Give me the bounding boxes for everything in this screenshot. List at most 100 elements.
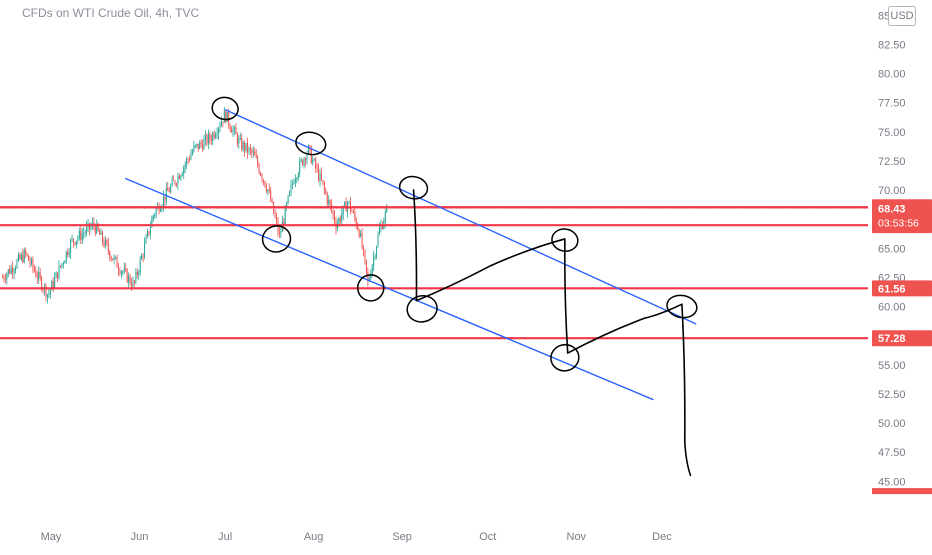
candle-body — [97, 223, 99, 231]
annotation-circle — [295, 131, 327, 156]
candle-body — [68, 252, 70, 255]
candle-body — [110, 258, 112, 259]
candle-body — [199, 142, 201, 149]
candle-body — [274, 213, 276, 218]
candle-body — [223, 110, 225, 123]
candle-body — [193, 145, 195, 152]
candle-body — [180, 175, 182, 179]
candle-body — [64, 261, 66, 264]
candle-body — [323, 182, 325, 190]
candle-body — [39, 272, 41, 278]
candle-body — [142, 255, 144, 257]
candle-body — [286, 203, 288, 207]
candle-body — [10, 267, 12, 274]
candle-body — [70, 240, 72, 253]
candle-body — [135, 272, 137, 283]
candle-body — [352, 212, 354, 213]
projection-drawing — [412, 189, 692, 477]
candle-body — [248, 147, 250, 153]
candle-body — [35, 270, 37, 277]
y-tick-label: 50.00 — [878, 418, 906, 430]
candle-body — [123, 268, 125, 272]
candle-body — [164, 196, 166, 201]
candle-body — [133, 280, 135, 283]
candle-body — [181, 173, 183, 176]
candle-body — [203, 139, 205, 150]
y-tick-label: 80.00 — [878, 69, 906, 81]
candle-body — [48, 293, 50, 295]
candle-body — [361, 232, 363, 248]
candle-body — [306, 153, 308, 161]
candle-body — [307, 145, 309, 154]
candle-body — [349, 201, 351, 211]
candle-body — [215, 135, 217, 138]
candle-body — [377, 234, 379, 247]
y-tick-label: 82.50 — [878, 39, 906, 51]
candle-body — [276, 217, 278, 222]
candle-body — [204, 135, 206, 140]
candle-body — [178, 175, 180, 179]
candle-body — [255, 155, 257, 158]
candle-body — [160, 209, 162, 212]
x-tick-label: Oct — [479, 531, 496, 543]
candle-body — [81, 233, 83, 240]
candle-body — [29, 260, 31, 264]
candle-body — [131, 283, 133, 287]
candle-body — [312, 160, 314, 164]
candle-body — [9, 269, 11, 274]
candle-body — [155, 208, 157, 215]
candle-body — [38, 272, 40, 279]
candle-body — [32, 259, 34, 268]
candle-body — [262, 179, 264, 182]
candle-body — [102, 231, 104, 242]
candle-body — [99, 230, 101, 235]
y-tick-label: 47.50 — [878, 447, 906, 459]
candle-body — [30, 259, 32, 264]
countdown-label: 03:53:56 — [878, 217, 919, 229]
candle-body — [152, 215, 154, 219]
candle-body — [336, 224, 338, 229]
candle-body — [86, 226, 88, 233]
candle-body — [151, 218, 153, 228]
candle-body — [94, 225, 96, 234]
candle-body — [341, 214, 343, 222]
x-tick-label: Sep — [392, 531, 412, 543]
candle-body — [296, 178, 298, 180]
candle-body — [190, 154, 192, 160]
candle-body — [371, 265, 373, 276]
candle-body — [26, 253, 28, 256]
annotation-circle — [666, 294, 698, 319]
y-tick-label: 55.00 — [878, 360, 906, 372]
candle-body — [28, 255, 30, 261]
candle-body — [294, 179, 296, 184]
candle-body — [268, 189, 270, 191]
candle-body — [49, 290, 51, 294]
annotation-circle — [211, 96, 239, 121]
candle-body — [125, 268, 127, 270]
candle-body — [363, 247, 365, 251]
candle-body — [247, 143, 249, 153]
candle-body — [267, 189, 269, 192]
candle-body — [220, 121, 222, 127]
candle-body — [289, 191, 291, 196]
chart-title: CFDs on WTI Crude Oil, 4h, TVC — [22, 6, 200, 20]
candle-body — [265, 186, 267, 192]
candle-body — [42, 289, 44, 291]
currency-button[interactable]: USD — [888, 6, 916, 26]
candle-body — [325, 189, 327, 194]
candle-body — [173, 179, 175, 181]
candle-body — [242, 142, 244, 150]
annotation-circle — [398, 175, 429, 200]
candle-body — [206, 135, 208, 144]
candle-body — [257, 157, 259, 166]
candle-body — [171, 179, 173, 186]
candle-body — [78, 230, 80, 238]
candle-body — [329, 200, 331, 205]
y-tick-label: 45.00 — [878, 476, 906, 488]
x-tick-label: May — [41, 531, 62, 543]
y-tick-label: 70.00 — [878, 185, 906, 197]
candle-body — [342, 205, 344, 215]
candle-body — [168, 190, 170, 193]
